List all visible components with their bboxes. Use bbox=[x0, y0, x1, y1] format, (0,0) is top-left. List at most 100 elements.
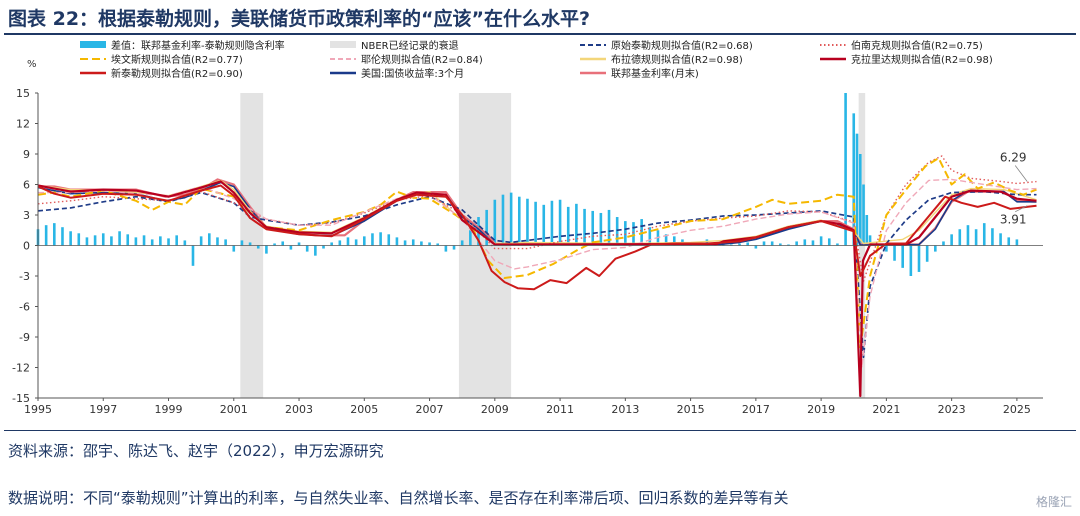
x-tick-label: 1999 bbox=[155, 403, 183, 416]
difference-bar bbox=[93, 235, 97, 246]
x-tick-label: 2011 bbox=[546, 403, 574, 416]
difference-bar bbox=[428, 242, 431, 246]
data-description: 数据说明：不同“泰勒规则”计算出的利率，与自然失业率、自然增长率、是否存在利率滞… bbox=[8, 489, 789, 507]
difference-bar bbox=[208, 233, 211, 246]
difference-bar bbox=[126, 234, 130, 246]
difference-bar bbox=[803, 239, 807, 246]
x-tick-label: 2021 bbox=[872, 403, 900, 416]
difference-bar bbox=[885, 245, 888, 252]
difference-bar bbox=[297, 242, 301, 246]
legend-label: 原始泰勒规则拟合值(R2=0.68) bbox=[611, 39, 753, 52]
legend-label: 差值：联邦基金利率-泰勒规则隐含利率 bbox=[111, 39, 285, 52]
difference-bar bbox=[134, 237, 138, 246]
series-line bbox=[37, 179, 1037, 245]
series-line bbox=[37, 155, 1037, 282]
difference-bar bbox=[901, 245, 904, 268]
legend-label: 联邦基金利率(月末) bbox=[611, 67, 699, 80]
difference-bar bbox=[379, 232, 382, 246]
difference-bar bbox=[354, 239, 358, 246]
x-tick-label: 2023 bbox=[938, 403, 966, 416]
watermark: 格隆汇 bbox=[1035, 495, 1072, 509]
difference-bar bbox=[868, 235, 872, 246]
difference-bar bbox=[991, 228, 994, 246]
difference-bar bbox=[974, 229, 978, 246]
y-tick-label: 6 bbox=[23, 179, 30, 192]
difference-bar bbox=[452, 245, 456, 250]
y-tick-label: -15 bbox=[12, 392, 30, 405]
difference-bar bbox=[819, 236, 823, 246]
legend-label: NBER已经记录的衰退 bbox=[361, 39, 459, 52]
difference-bar bbox=[371, 233, 374, 246]
difference-bar bbox=[314, 245, 317, 256]
difference-bar bbox=[159, 236, 162, 246]
difference-bar bbox=[893, 245, 896, 261]
chart: 差值：联邦基金利率-泰勒规则隐含利率 NBER已经记录的衰退 原始泰勒规则拟合值(R… bbox=[12, 39, 1043, 416]
difference-bar bbox=[865, 215, 869, 246]
legend-label: 克拉里达规则拟合值(R2=0.98) bbox=[851, 53, 993, 66]
difference-bar bbox=[509, 192, 513, 246]
difference-bar bbox=[942, 241, 945, 246]
difference-bar bbox=[648, 227, 652, 246]
difference-bar bbox=[738, 243, 741, 246]
difference-bar bbox=[501, 194, 505, 246]
difference-bar bbox=[305, 245, 309, 252]
difference-bar bbox=[982, 223, 986, 246]
difference-bar bbox=[672, 236, 676, 246]
difference-bar bbox=[517, 196, 521, 246]
annotation-label: 3.91 bbox=[1000, 213, 1027, 227]
chart-bottom-rule bbox=[4, 430, 1076, 431]
x-tick-label: 2017 bbox=[742, 403, 770, 416]
difference-bar bbox=[550, 200, 554, 246]
difference-bar bbox=[191, 245, 195, 266]
difference-bar bbox=[240, 240, 244, 246]
difference-bar bbox=[265, 245, 268, 254]
difference-bar bbox=[730, 244, 733, 246]
difference-bar bbox=[858, 154, 862, 246]
legend-label: 布拉德规则拟合值(R2=0.98) bbox=[611, 53, 743, 66]
x-tick-label: 2003 bbox=[285, 403, 313, 416]
x-tick-label: 2001 bbox=[220, 403, 248, 416]
difference-bar bbox=[1015, 239, 1019, 246]
difference-bar bbox=[966, 225, 970, 246]
difference-bar bbox=[53, 223, 56, 246]
difference-bar bbox=[779, 243, 782, 246]
difference-bar bbox=[862, 184, 865, 246]
difference-bar bbox=[526, 198, 529, 246]
legend-label: 埃文斯规则拟合值(R2=0.77) bbox=[111, 53, 243, 66]
difference-bar bbox=[411, 239, 415, 246]
difference-bar bbox=[770, 241, 774, 246]
x-tick-label: 1997 bbox=[89, 403, 117, 416]
difference-bar bbox=[232, 245, 236, 252]
series-line bbox=[37, 157, 1037, 349]
difference-bar bbox=[844, 93, 847, 246]
difference-bar bbox=[615, 217, 619, 246]
difference-bar bbox=[493, 199, 497, 246]
difference-bar bbox=[811, 240, 815, 246]
annotation-leader bbox=[1014, 165, 1028, 182]
x-tick-label: 2007 bbox=[416, 403, 444, 416]
source-note: 资料来源：邵宇、陈达飞、赵宇（2022），申万宏源研究 bbox=[8, 442, 384, 460]
y-tick-label: -9 bbox=[19, 331, 30, 344]
difference-bar bbox=[542, 204, 546, 246]
difference-bar bbox=[444, 245, 448, 252]
difference-bar bbox=[395, 237, 399, 246]
difference-bar bbox=[469, 230, 472, 246]
difference-bar bbox=[101, 233, 105, 246]
difference-bar bbox=[583, 208, 586, 246]
difference-bar bbox=[836, 243, 839, 246]
difference-bar bbox=[85, 237, 89, 246]
difference-bar bbox=[224, 239, 227, 246]
difference-bar bbox=[69, 231, 72, 246]
difference-bar bbox=[216, 237, 219, 246]
series-line bbox=[38, 178, 1037, 246]
difference-bar bbox=[795, 241, 798, 246]
difference-bar bbox=[61, 227, 64, 246]
difference-bar bbox=[950, 234, 953, 246]
annotation-leader bbox=[1015, 205, 1028, 213]
y-tick-label: 3 bbox=[23, 209, 30, 222]
y-tick-label: 12 bbox=[16, 118, 30, 131]
difference-bar bbox=[591, 210, 595, 246]
difference-bar bbox=[199, 236, 203, 246]
y-tick-label: 15 bbox=[16, 87, 30, 100]
difference-bar bbox=[754, 245, 758, 249]
